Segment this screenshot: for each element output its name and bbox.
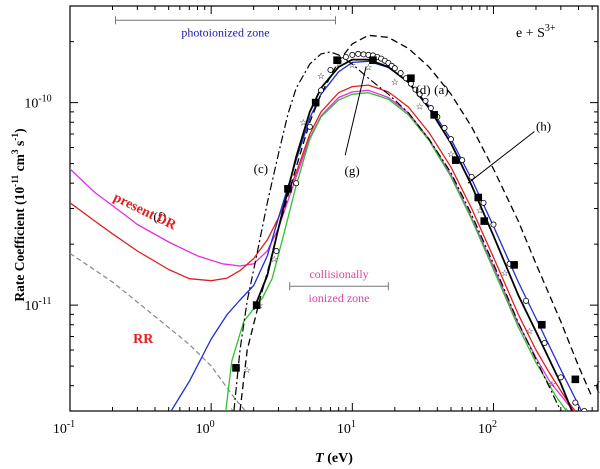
marker-star: ☆: [286, 183, 294, 193]
marker-square: [571, 375, 580, 384]
x-tick-label: 10-1: [53, 419, 75, 437]
marker-star: ☆: [548, 379, 556, 389]
marker-square: [232, 364, 240, 372]
marker-circle: [468, 173, 475, 180]
label-a: (a): [434, 82, 448, 97]
marker-circle: [391, 65, 398, 72]
collisionally-ionized-zone-label-2: ionized zone: [309, 291, 370, 305]
markers-d-open-circles: [273, 50, 588, 411]
series-g: [252, 58, 573, 411]
marker-circle: [480, 199, 487, 206]
marker-square: [474, 193, 483, 202]
marker-square: [510, 261, 518, 269]
marker-circle: [342, 53, 349, 60]
marker-star: ☆: [501, 268, 509, 278]
series-layer: [70, 34, 593, 411]
marker-circle: [293, 180, 300, 187]
marker-circle: [327, 66, 334, 73]
y-axis-label: Rate Coefficient (10-11 cm3 s-1): [11, 128, 27, 301]
marker-circle: [459, 157, 466, 164]
marker-star: ☆: [317, 71, 325, 81]
marker-circle: [557, 374, 564, 381]
series-a: [239, 34, 593, 411]
marker-circle: [441, 124, 448, 131]
x-tick-label: 102: [478, 419, 497, 437]
marker-square: [538, 320, 546, 329]
pointer-g: [344, 66, 367, 156]
marker-circle: [422, 97, 429, 104]
marker-square: [333, 56, 341, 64]
marker-circle: [318, 87, 325, 94]
y-tick-label: 10-11: [25, 296, 52, 314]
marker-circle: [349, 51, 356, 58]
marker-circle: [306, 123, 313, 130]
series-f-total-dr-rr: [70, 89, 575, 411]
marker-circle: [490, 221, 497, 228]
marker-star: ☆: [476, 205, 484, 215]
marker-circle: [581, 408, 588, 411]
marker-circle: [360, 51, 367, 58]
series-blue-theory: [170, 60, 583, 411]
marker-circle: [447, 136, 454, 143]
marker-star: ☆: [416, 102, 424, 112]
chart-title: e + S3+: [516, 23, 556, 41]
x-axis-label: T (eV): [315, 451, 353, 466]
label-g: (g): [344, 163, 359, 178]
collisionally-ionized-zone-label-1: collisionally: [309, 267, 368, 281]
label-b: (b): [596, 378, 600, 393]
ticks-layer: 10-1 100 101 102 10-11 10-10: [24, 5, 598, 437]
marker-star: ☆: [364, 62, 372, 72]
series-rr: [70, 252, 246, 411]
marker-circle: [427, 105, 434, 112]
marker-star: ☆: [270, 254, 278, 264]
y-tick-label: 10-10: [24, 94, 51, 112]
zones-layer: photoionized zone collisionally ionized zo…: [114, 16, 389, 305]
marker-star: ☆: [243, 365, 251, 375]
label-d: (d): [415, 82, 430, 97]
pointer-h: [467, 131, 535, 184]
marker-square: [407, 74, 415, 83]
marker-square: [369, 56, 377, 64]
photoionized-zone-bar: photoionized zone: [114, 16, 337, 39]
marker-star: ☆: [447, 149, 455, 159]
markers-squares: [232, 56, 580, 384]
x-tick-label: 100: [196, 419, 215, 437]
marker-star: ☆: [335, 59, 343, 69]
collisionally-ionized-zone-bar: collisionally ionized zone: [289, 267, 389, 305]
marker-square: [430, 111, 438, 119]
label-f: (f): [153, 209, 166, 224]
marker-square: [252, 301, 261, 309]
markers-stars: ☆ ☆ ☆ ☆ ☆ ☆ ☆ ☆ ☆ ☆ ☆ ☆ ☆ ☆ ☆ ☆ ☆ ☆: [228, 59, 571, 417]
label-rr: RR: [133, 332, 154, 347]
marker-circle: [572, 399, 579, 406]
marker-square: [480, 217, 489, 225]
marker-circle: [412, 86, 419, 93]
series-present-dr: [70, 84, 576, 411]
marker-circle: [397, 70, 404, 77]
marker-circle: [541, 340, 548, 347]
marker-square: [284, 185, 292, 193]
marker-star: ☆: [299, 118, 307, 128]
marker-square: [311, 98, 320, 107]
marker-circle: [416, 91, 423, 98]
marker-circle: [273, 248, 280, 255]
x-tick-label: 101: [337, 419, 356, 437]
label-h: (h): [536, 118, 551, 133]
marker-square: [451, 156, 460, 164]
marker-star: ☆: [525, 326, 533, 336]
marker-star: ☆: [255, 301, 263, 311]
marker-star: ☆: [563, 407, 571, 417]
series-c: [233, 51, 562, 411]
marker-circle: [355, 50, 362, 57]
marker-star: ☆: [348, 60, 356, 70]
markers-layer: ☆ ☆ ☆ ☆ ☆ ☆ ☆ ☆ ☆ ☆ ☆ ☆ ☆ ☆ ☆ ☆ ☆ ☆: [228, 50, 588, 417]
label-c: (c): [254, 161, 268, 176]
marker-star: ☆: [391, 77, 399, 87]
marker-circle: [523, 297, 530, 304]
marker-star: ☆: [228, 407, 236, 417]
photoionized-zone-label: photoionized zone: [181, 25, 269, 39]
